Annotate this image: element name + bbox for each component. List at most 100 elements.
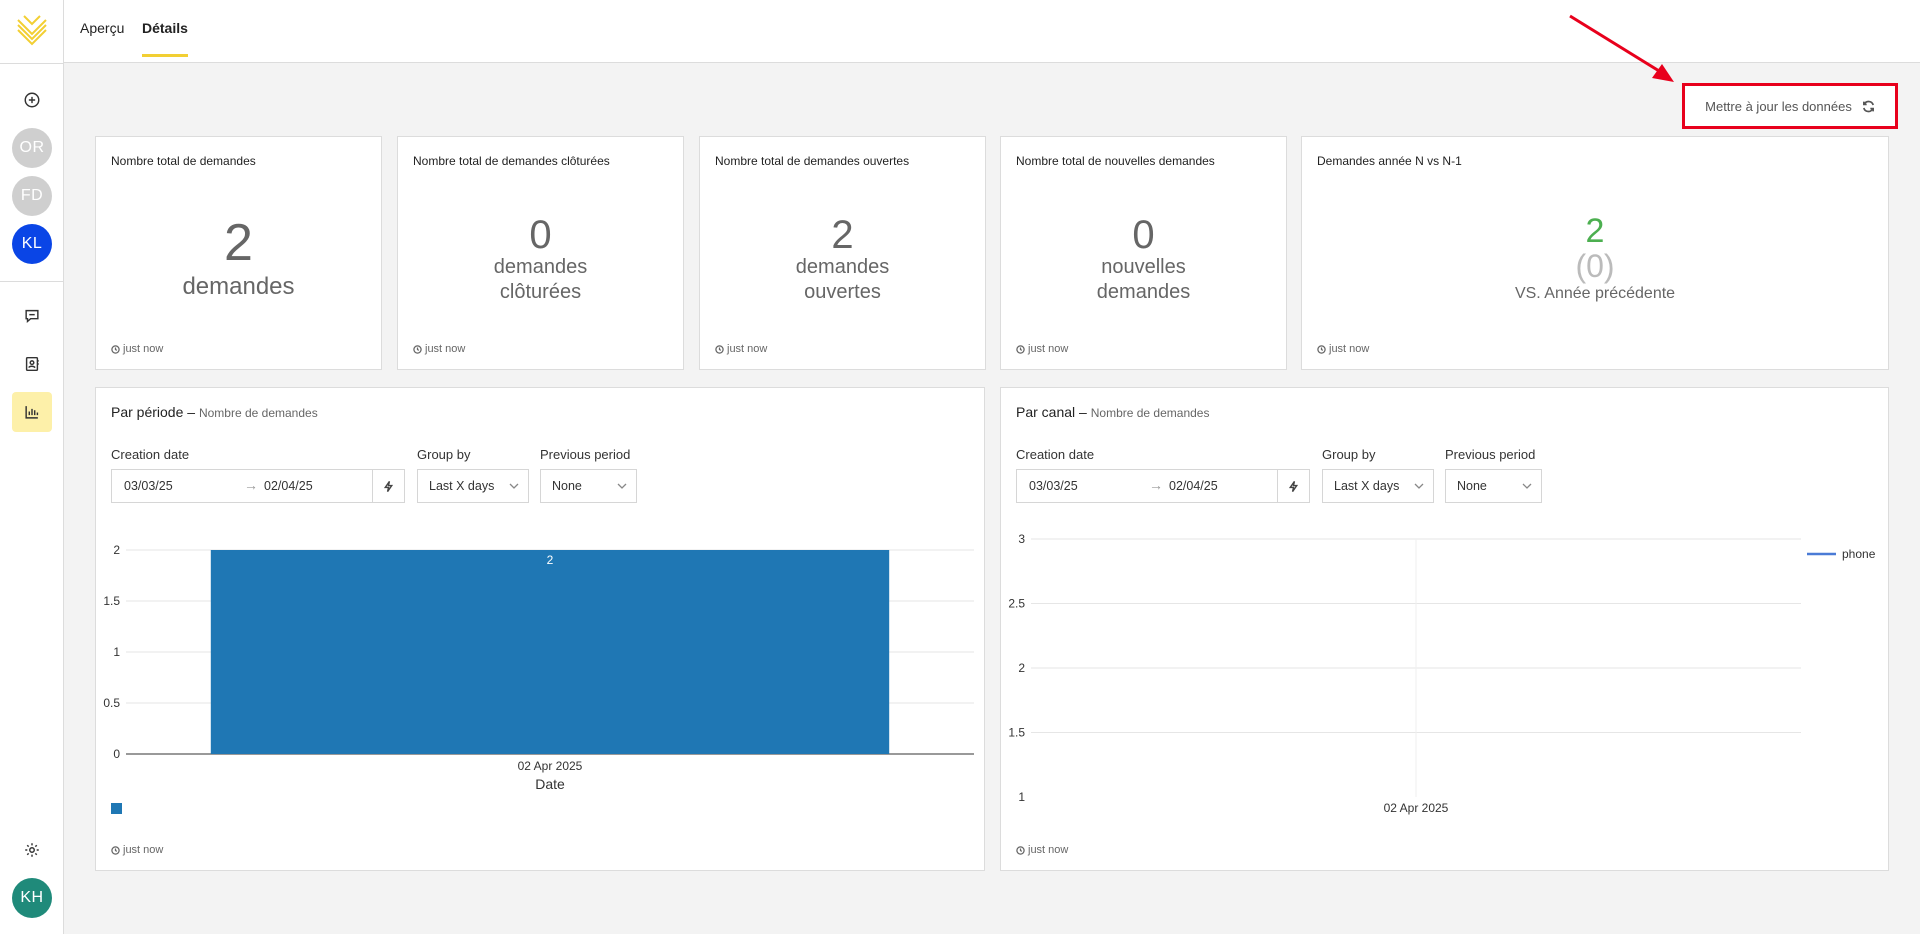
kpi-value: 0	[529, 213, 552, 257]
legend-swatch	[111, 803, 122, 814]
add-button[interactable]	[12, 80, 52, 120]
kpi-card-total: Nombre total de demandes 2 demandes just…	[95, 136, 382, 370]
x-axis-label: Date	[535, 776, 565, 792]
previous-period-select[interactable]: None	[540, 469, 637, 503]
y-tick-label: 1	[113, 645, 120, 659]
avatar[interactable]: KL	[12, 224, 52, 264]
panel-title: Par canal – Nombre de demandes	[1016, 404, 1209, 420]
last-updated-text: just now	[123, 343, 164, 355]
avatar-initials: KH	[20, 889, 44, 906]
lightning-icon	[1288, 480, 1299, 492]
refresh-icon	[1862, 100, 1874, 112]
sidebar-item-contacts[interactable]	[12, 344, 52, 384]
panel-title-dash: –	[187, 404, 196, 420]
date-from[interactable]: 03/03/25	[1029, 479, 1078, 493]
y-tick-label: 1	[1018, 790, 1025, 804]
last-updated: just now	[413, 343, 465, 355]
kpi-value-block: 2 (0) VS. Année précédente	[1302, 213, 1888, 305]
analytics-icon	[25, 406, 39, 419]
kpi-title: Nombre total de nouvelles demandes	[1016, 154, 1215, 168]
previous-period-value: None	[552, 479, 582, 493]
kpi-value: 2	[1585, 212, 1605, 250]
quick-range-button[interactable]	[1277, 470, 1309, 502]
panel-title-dash: –	[1079, 404, 1087, 420]
history-icon	[715, 344, 724, 354]
kpi-unit: nouvelles	[1101, 256, 1186, 278]
panel-title-text: Par période	[111, 404, 184, 420]
creation-date-range-input[interactable]: 03/03/25 → 02/04/25	[111, 469, 405, 503]
last-updated: just now	[111, 343, 163, 355]
previous-period-value: None	[1457, 479, 1487, 493]
panel-title-text: Par canal	[1016, 404, 1076, 420]
settings-button[interactable]	[12, 830, 52, 870]
kpi-caption: VS. Année précédente	[1514, 285, 1676, 302]
previous-period-select[interactable]: None	[1445, 469, 1542, 503]
kpi-value: 2	[831, 213, 854, 257]
last-updated-text: just now	[123, 844, 164, 856]
last-updated-text: just now	[1028, 343, 1069, 355]
add-icon	[24, 92, 40, 108]
line-chart: 1 1.5 2 2.5 3 02 Apr 2025 phone	[1008, 532, 1876, 815]
group-by-select[interactable]: Last X days	[417, 469, 529, 503]
kpi-value: 2	[224, 214, 253, 272]
avatar[interactable]: FD	[12, 176, 52, 216]
avatar-initials: KL	[21, 235, 43, 252]
kpi-card-open: Nombre total de demandes ouvertes 2 dema…	[699, 136, 986, 370]
legend-label: phone	[1842, 547, 1876, 561]
kpi-title: Nombre total de demandes ouvertes	[715, 154, 910, 168]
group-by-select[interactable]: Last X days	[1322, 469, 1434, 503]
sidebar-item-chat[interactable]	[12, 296, 52, 336]
y-tick-label: 1.5	[1008, 726, 1025, 740]
last-updated-text: just now	[727, 343, 768, 355]
last-updated-text: just now	[425, 343, 466, 355]
date-to[interactable]: 02/04/25	[1169, 479, 1218, 493]
y-tick-label: 1.5	[103, 594, 120, 608]
previous-period-label: Previous period	[540, 447, 631, 462]
user-avatar[interactable]: KH	[12, 878, 52, 918]
creation-date-range-input[interactable]: 03/03/25 → 02/04/25	[1016, 469, 1310, 503]
last-updated-text: just now	[1329, 343, 1370, 355]
kpi-value-block: 2 demandes	[96, 217, 381, 299]
last-updated: just now	[715, 343, 767, 355]
sidebar: OR FD KL KH	[0, 0, 64, 934]
x-tick-label: 02 Apr 2025	[1384, 801, 1449, 815]
top-navigation: Aperçu Détails	[64, 0, 1920, 63]
tab-details[interactable]: Détails	[142, 20, 188, 57]
kpi-unit: clôturées	[499, 281, 582, 303]
y-tick-label: 0.5	[103, 696, 120, 710]
avatar-initials: OR	[19, 139, 45, 156]
history-icon	[1016, 845, 1025, 855]
kpi-unit: ouvertes	[804, 281, 881, 303]
last-updated: just now	[1016, 844, 1068, 856]
last-updated: just now	[1317, 343, 1369, 355]
y-tick-label: 3	[1018, 532, 1025, 546]
annotation-arrow-icon	[1569, 14, 1674, 82]
y-tick-label: 0	[113, 747, 120, 761]
kpi-card-closed: Nombre total de demandes clôturées 0 dem…	[397, 136, 684, 370]
date-to[interactable]: 02/04/25	[264, 479, 313, 493]
tab-apercu[interactable]: Aperçu	[80, 20, 125, 36]
chart-panel-by-channel: Par canal – Nombre de demandes Creation …	[1000, 387, 1889, 871]
sidebar-item-analytics[interactable]	[12, 392, 52, 432]
contacts-icon	[25, 356, 39, 372]
date-from[interactable]: 03/03/25	[124, 479, 173, 493]
kpi-title: Nombre total de demandes	[111, 154, 256, 168]
kpi-unit: demandes	[493, 256, 588, 278]
quick-range-button[interactable]	[372, 470, 404, 502]
history-icon	[1317, 344, 1326, 354]
group-by-value: Last X days	[429, 479, 495, 493]
panel-title: Par période – Nombre de demandes	[111, 404, 318, 420]
panel-subtitle: Nombre de demandes	[1090, 406, 1210, 420]
lightning-icon	[383, 480, 394, 492]
creation-date-label: Creation date	[111, 447, 190, 462]
last-updated-text: just now	[1028, 844, 1069, 856]
bar-data-label: 2	[547, 553, 554, 567]
y-tick-label: 2	[113, 543, 120, 557]
chat-icon	[25, 309, 39, 323]
update-data-button[interactable]: Mettre à jour les données	[1682, 83, 1898, 129]
avatar[interactable]: OR	[12, 128, 52, 168]
group-by-label: Group by	[1322, 447, 1376, 462]
history-icon	[413, 344, 422, 354]
kpi-value: 0	[1132, 213, 1155, 257]
chevron-down-icon	[1414, 483, 1424, 489]
